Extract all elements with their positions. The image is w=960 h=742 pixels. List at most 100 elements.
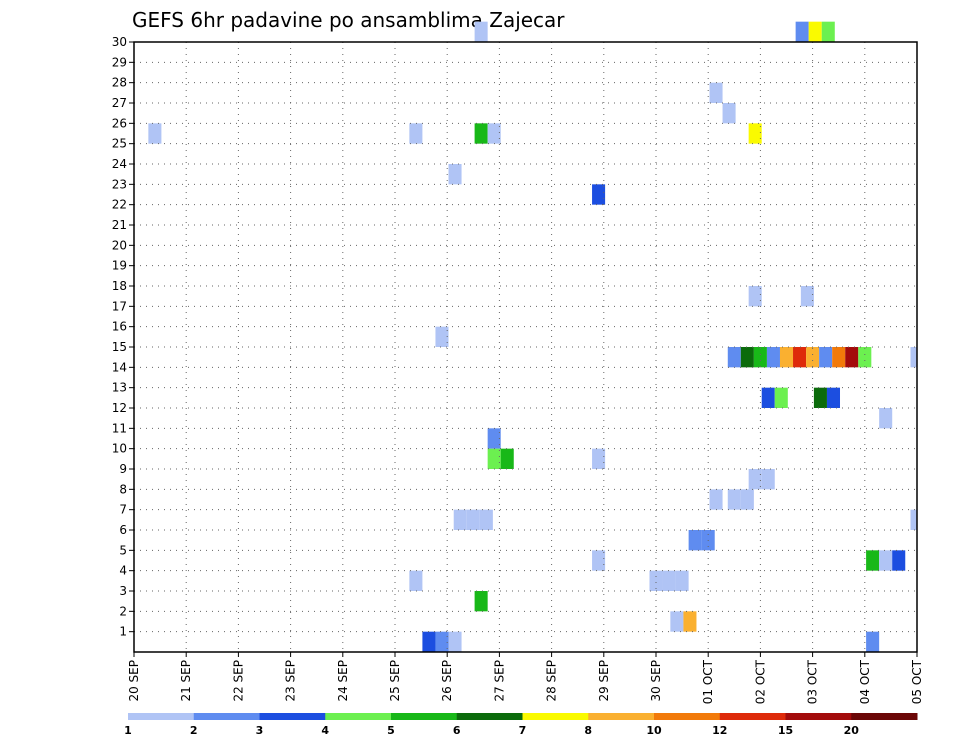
heatmap-cell (487, 448, 501, 469)
y-tick-label: 29 (112, 55, 127, 69)
colorbar-label: 6 (453, 724, 461, 737)
y-tick-label: 24 (112, 157, 127, 171)
x-tick-label: 23 SEP (284, 660, 298, 702)
heatmap-cell (866, 631, 880, 652)
y-tick-label: 18 (112, 279, 127, 293)
heatmap-cell (813, 387, 827, 408)
y-tick-label: 12 (112, 401, 127, 415)
x-tick-label: 24 SEP (336, 660, 350, 702)
heatmap-cell (806, 347, 820, 368)
heatmap-cell (435, 326, 449, 347)
x-tick-label: 26 SEP (440, 660, 454, 702)
y-tick-label: 25 (112, 137, 127, 151)
y-tick-label: 22 (112, 198, 127, 212)
y-tick-label: 7 (119, 503, 127, 517)
heatmap-cell (879, 550, 893, 571)
colorbar-label: 2 (190, 724, 198, 737)
x-axis-ticks: 20 SEP 21 SEP 22 SEP 23 SEP 24 SEP 25 SEP 26 S… (127, 652, 924, 704)
colorbar-label: 12 (712, 724, 727, 737)
y-tick-label: 15 (112, 340, 127, 354)
heatmap-cell (148, 123, 162, 144)
heatmap-cell (727, 489, 741, 510)
heatmap-cell (753, 347, 767, 368)
heatmap-cell (740, 347, 754, 368)
heatmap-cell (709, 489, 723, 510)
y-tick-label: 4 (119, 564, 127, 578)
colorbar-swatch (325, 713, 392, 720)
x-tick-label: 02 OCT (753, 659, 767, 704)
heatmap-cell (910, 509, 917, 530)
heatmap-cell (821, 21, 835, 42)
x-tick-label: 27 SEP (492, 660, 506, 702)
heatmap-cell (800, 286, 814, 307)
heatmap-cell (774, 387, 788, 408)
colorbar-swatch (259, 713, 326, 720)
y-tick-label: 21 (112, 218, 127, 232)
heatmap-cell (793, 347, 807, 368)
heatmap-cell (866, 550, 880, 571)
heatmap-cell (474, 21, 488, 42)
heatmap-cell (748, 469, 762, 490)
heatmap-cell (662, 570, 676, 591)
heatmap-cell (709, 82, 723, 103)
colorbar-label: 10 (646, 724, 662, 737)
y-tick-label: 27 (112, 96, 127, 110)
colorbar-label: 8 (584, 724, 592, 737)
x-tick-label: 04 OCT (858, 659, 872, 704)
heatmap-cell (722, 103, 736, 124)
colorbar-swatch (193, 713, 260, 720)
heatmap-cell (910, 347, 917, 368)
x-tick-label: 28 SEP (545, 660, 559, 702)
heatmap-cell (448, 164, 462, 185)
y-tick-label: 5 (119, 543, 127, 557)
y-tick-label: 14 (112, 360, 127, 374)
y-tick-label: 6 (119, 523, 127, 537)
colorbar-swatch (851, 713, 918, 720)
y-tick-label: 19 (112, 259, 127, 273)
colorbar: 1 2 3 4 5 6 7 8 10 12 15 20 (124, 713, 918, 737)
heatmap-cell (748, 123, 762, 144)
y-tick-label: 2 (119, 604, 127, 618)
y-tick-label: 23 (112, 177, 127, 191)
heatmap-cell (683, 611, 697, 632)
heatmap-cell (858, 347, 872, 368)
chart-title: GEFS 6hr padavine po ansamblima Zajecar (132, 8, 565, 32)
heatmap-cell (474, 591, 488, 612)
heatmap-cell (748, 286, 762, 307)
y-tick-label: 20 (112, 238, 127, 252)
heatmap-cell (409, 570, 423, 591)
colorbar-swatch (391, 713, 458, 720)
colorbar-label: 15 (778, 724, 793, 737)
x-tick-label: 01 OCT (701, 659, 715, 704)
colorbar-label: 4 (321, 724, 329, 737)
heatmap-cell (592, 550, 606, 571)
x-tick-label: 25 SEP (388, 660, 402, 702)
heatmap-cell (879, 408, 893, 429)
heatmap-cell (592, 184, 606, 205)
heatmap-cell (761, 469, 775, 490)
heatmap-cell (500, 448, 514, 469)
heatmap-cell (761, 387, 775, 408)
y-tick-label: 28 (112, 76, 127, 90)
heatmap-cell (795, 21, 809, 42)
x-tick-label: 30 SEP (649, 660, 663, 702)
heatmap-cell (779, 347, 794, 368)
y-tick-label: 11 (112, 421, 127, 435)
heatmap-cell (808, 21, 822, 42)
heatmap-cell (422, 631, 436, 652)
heatmap-cell (727, 347, 741, 368)
heatmap-cell (832, 347, 846, 368)
colorbar-label: 20 (844, 724, 860, 737)
heatmap-cell (819, 347, 833, 368)
y-tick-label: 3 (119, 584, 127, 598)
y-tick-label: 30 (112, 35, 127, 49)
colorbar-swatch (128, 713, 195, 720)
heatmap-cell (453, 509, 467, 530)
y-tick-label: 9 (119, 462, 127, 476)
heatmap-cell (592, 448, 606, 469)
colorbar-label: 5 (387, 724, 395, 737)
heatmap-cell (649, 570, 663, 591)
heatmap-cell (448, 631, 462, 652)
y-tick-label: 10 (112, 442, 127, 456)
heatmap-cell (688, 530, 702, 551)
